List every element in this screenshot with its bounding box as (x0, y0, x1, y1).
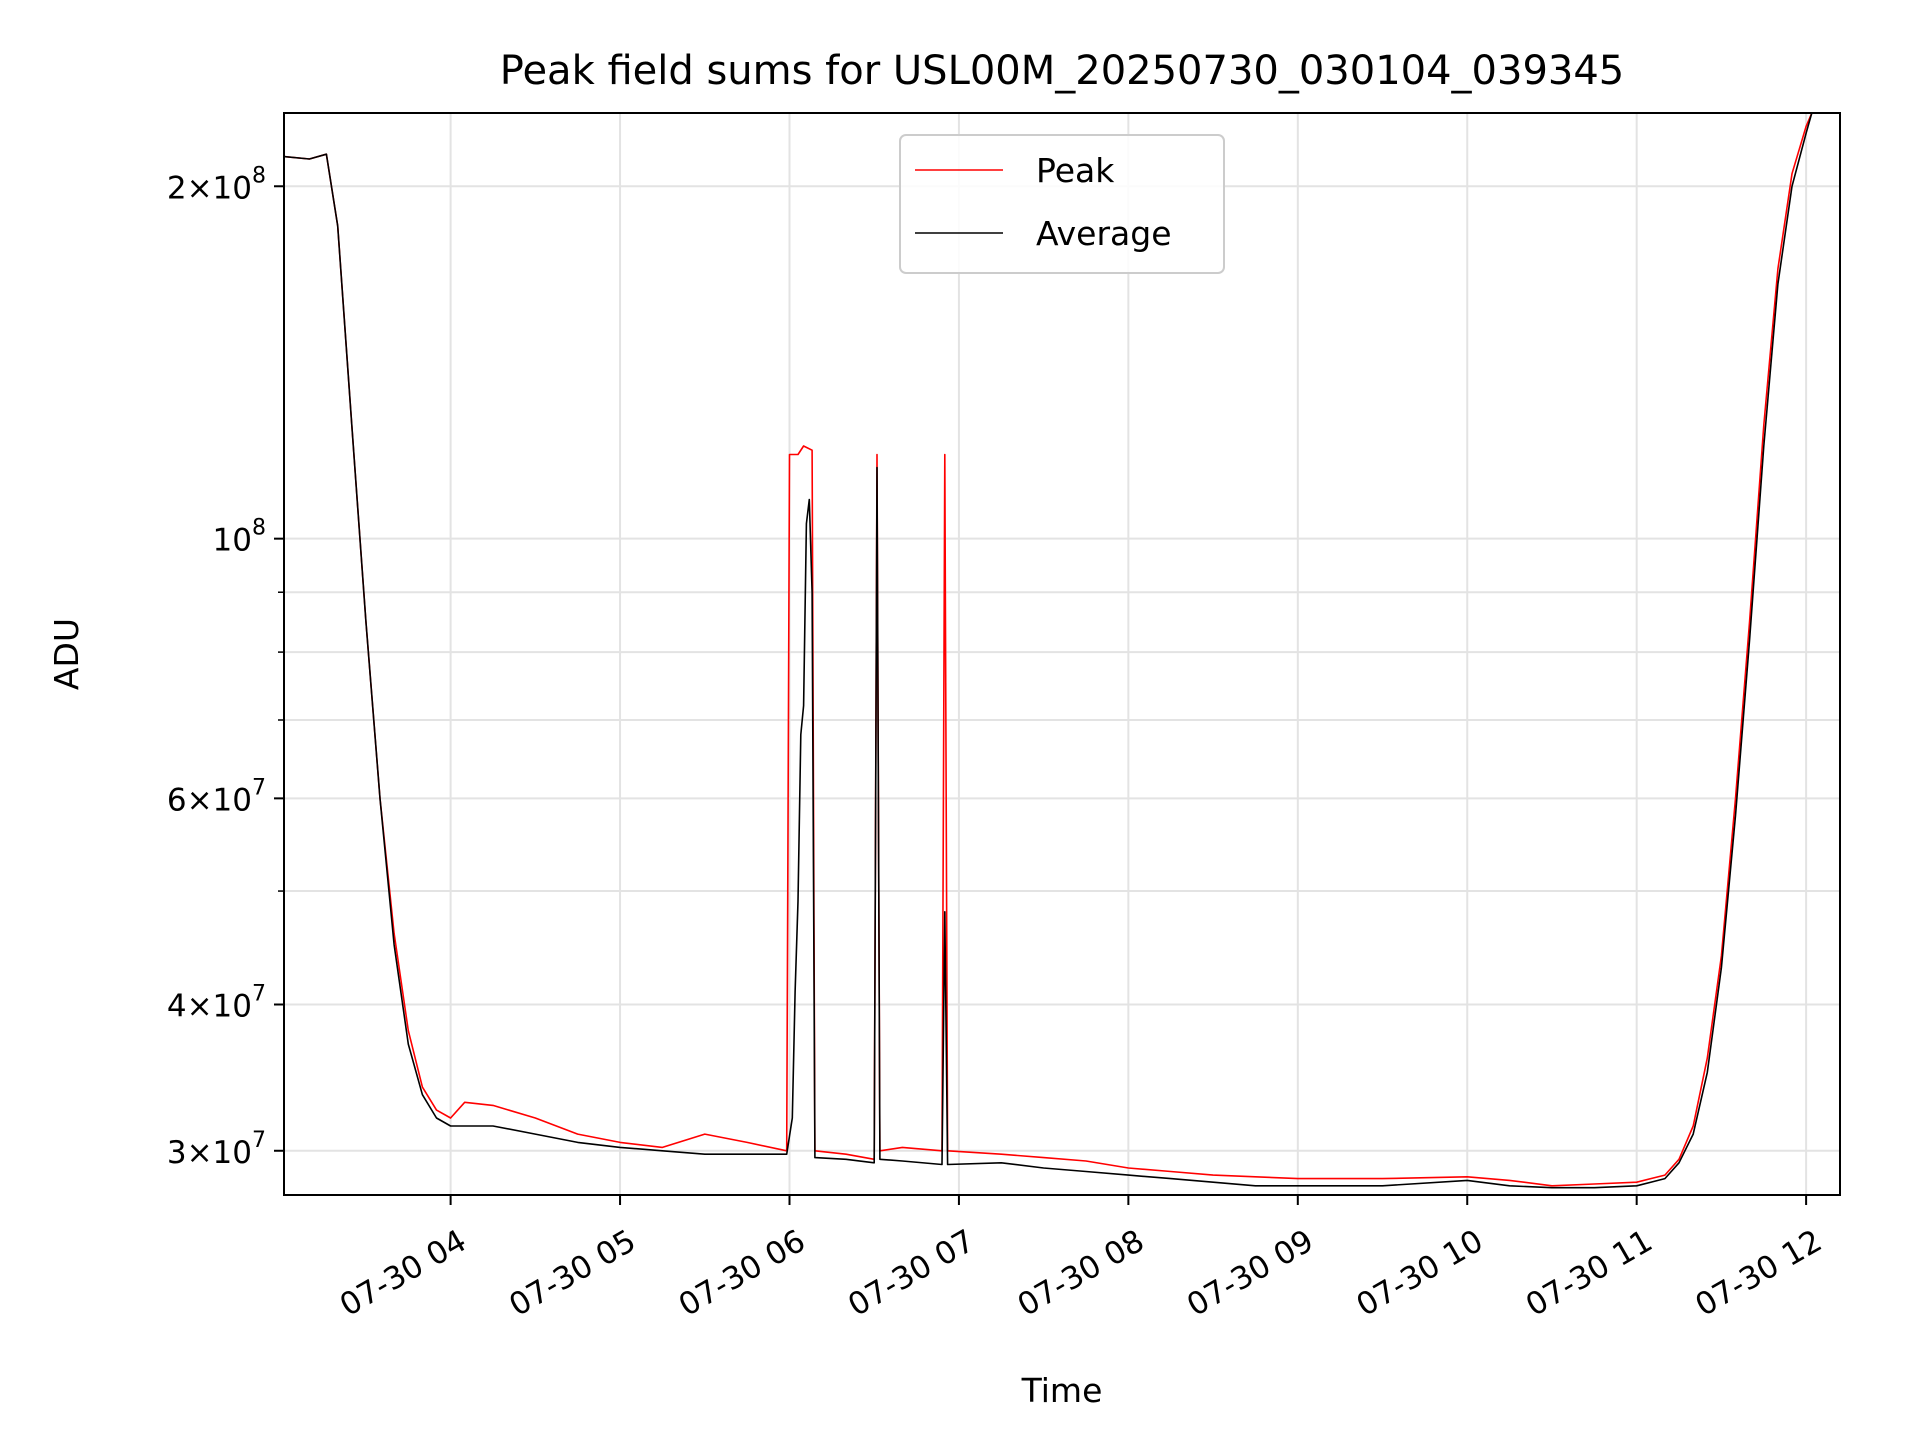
legend: Peak Average (899, 134, 1225, 274)
y-axis: 3×107 4×107 6×107 108 2×108 (167, 163, 284, 1171)
y-tick-label: 4×107 (167, 982, 266, 1025)
y-axis-label: ADU (47, 618, 86, 690)
grid-lines (284, 113, 1840, 1195)
plot-frame (283, 112, 1841, 1196)
y-tick-label: 2×108 (167, 163, 266, 206)
y-tick-label: 3×107 (167, 1128, 266, 1171)
series-line-peak (284, 113, 1813, 1187)
series-layer (284, 113, 1813, 1189)
y-tick-label: 108 (213, 516, 266, 559)
chart-title: Peak field sums for USL00M_20250730_0301… (500, 48, 1625, 94)
legend-label-average: Average (1036, 214, 1172, 253)
series-line-average (284, 113, 1813, 1189)
x-axis-label: Time (1021, 1371, 1103, 1410)
y-tick-label: 6×107 (167, 775, 266, 818)
legend-label-peak: Peak (1036, 151, 1115, 190)
